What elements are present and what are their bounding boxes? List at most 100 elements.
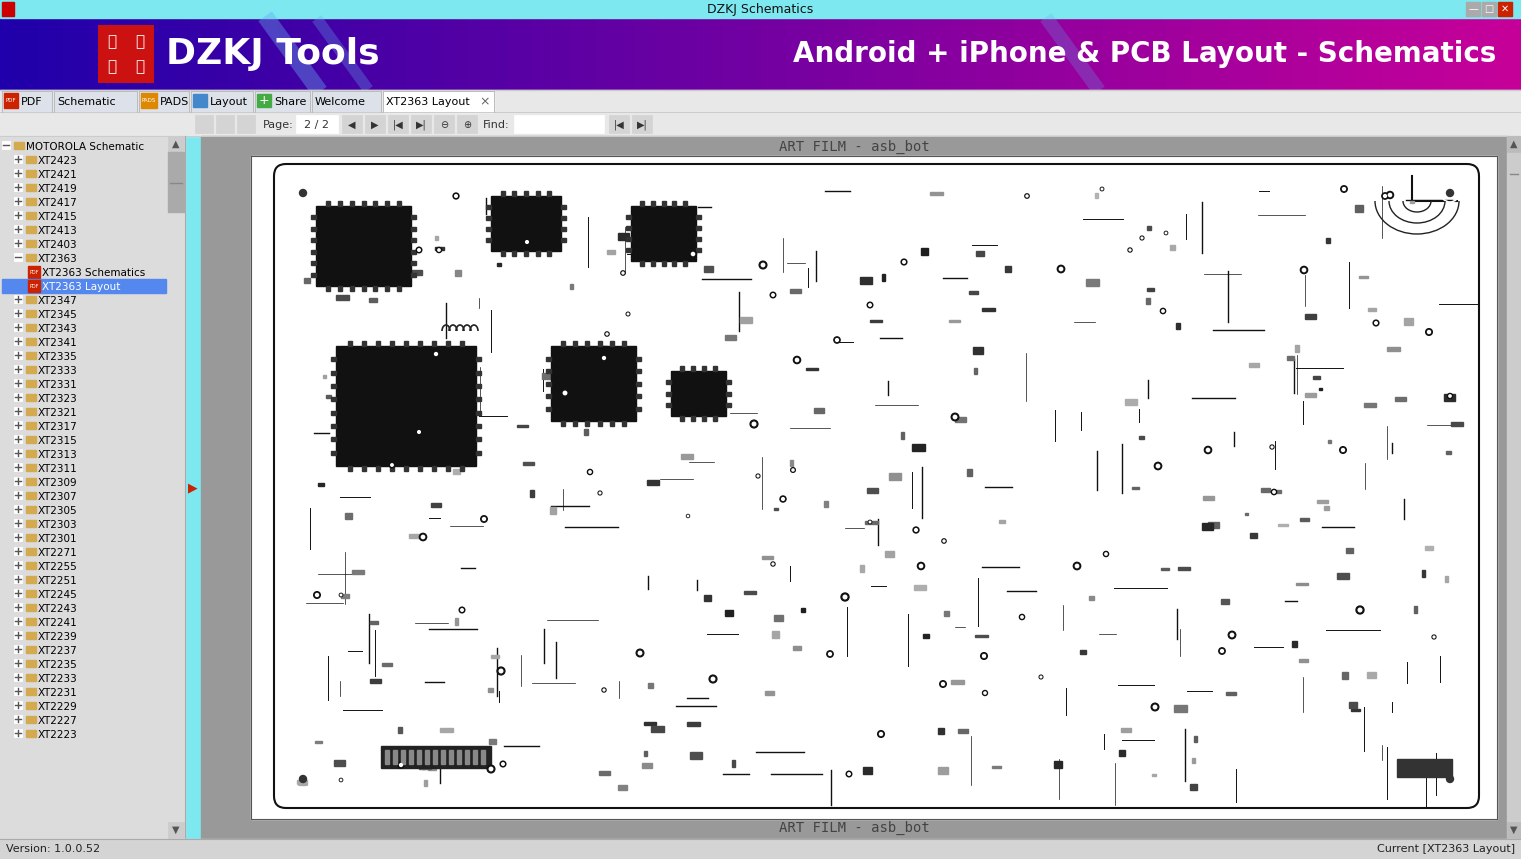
Circle shape [941,539,946,543]
Bar [140,18,154,90]
Bar [1364,403,1377,407]
Bar [365,256,376,258]
Bar [1267,18,1281,90]
Bar [432,466,437,471]
Bar [1507,136,1521,839]
Circle shape [834,337,840,343]
Bar [561,227,566,231]
Bar [1147,288,1154,291]
Circle shape [622,272,624,274]
Bar [561,216,566,220]
Bar [167,136,184,152]
Circle shape [1104,553,1107,555]
Bar [814,408,824,413]
Bar [546,406,551,411]
Circle shape [438,249,440,251]
Text: XT2309: XT2309 [38,478,78,488]
Bar [1466,2,1480,16]
Text: Android + iPhone & PCB Layout - Schematics: Android + iPhone & PCB Layout - Schemati… [792,40,1497,68]
Bar [646,18,660,90]
Circle shape [1101,188,1103,190]
Bar [697,215,701,219]
Bar [167,822,184,838]
Bar [561,421,566,426]
Bar [1161,568,1170,570]
Bar [648,683,653,688]
Bar [27,266,40,278]
Bar [456,750,461,764]
Text: Current [XT2363 Layout]: Current [XT2363 Layout] [1377,844,1515,854]
Circle shape [1389,193,1392,197]
Bar [26,506,37,513]
Bar [802,608,805,612]
Text: XT2363 Schematics: XT2363 Schematics [43,268,144,278]
Bar [14,589,21,597]
Text: ▶|: ▶| [415,119,426,131]
Bar [1077,18,1091,90]
Text: ▶: ▶ [189,481,198,494]
Bar [318,483,324,486]
Circle shape [1446,776,1454,783]
Bar [1342,672,1348,679]
Bar [114,18,128,90]
Bar [1278,524,1288,526]
Bar [1395,18,1408,90]
Bar [487,205,491,209]
Bar [1089,596,1094,600]
Bar [432,341,437,346]
Text: XT2311: XT2311 [38,464,78,474]
Bar [1498,2,1512,16]
Bar [525,191,528,196]
Bar [417,750,421,764]
Bar [1446,451,1451,454]
Bar [26,338,37,345]
Text: XT2271: XT2271 [38,548,78,558]
Text: XT2415: XT2415 [38,212,78,222]
Circle shape [1272,446,1273,448]
Circle shape [1450,395,1451,397]
Bar [310,261,316,265]
Bar [506,18,520,90]
Bar [672,261,677,266]
Bar [627,226,631,230]
Bar [446,341,450,346]
Bar [1443,394,1456,401]
Bar [14,407,21,415]
Circle shape [1059,267,1063,271]
Bar [1119,750,1126,756]
Bar [126,18,140,90]
Bar [385,286,389,291]
Bar [958,729,967,733]
Bar [1293,18,1307,90]
Bar [762,556,773,559]
Bar [491,655,499,658]
Bar [465,750,468,764]
Bar [397,201,402,206]
Bar [316,206,411,286]
Bar [476,424,481,428]
Bar [481,750,485,764]
Bar [1287,356,1294,360]
Circle shape [829,653,832,655]
Bar [744,591,756,594]
Bar [14,197,21,205]
Text: XT2315: XT2315 [38,436,78,446]
Text: XT2417: XT2417 [38,198,78,208]
Bar [1015,18,1028,90]
Bar [26,296,37,303]
Bar [1317,500,1328,503]
Circle shape [1040,676,1042,678]
Bar [1147,226,1151,230]
Bar [1294,345,1299,352]
Bar [599,771,610,775]
Bar [710,18,724,90]
Circle shape [605,333,608,335]
Circle shape [1448,393,1453,399]
Bar [951,680,964,684]
Bar [691,752,703,759]
Bar [1411,171,1472,201]
Bar [774,615,783,621]
Bar [476,451,481,454]
Bar [885,551,894,557]
Bar [402,750,405,764]
